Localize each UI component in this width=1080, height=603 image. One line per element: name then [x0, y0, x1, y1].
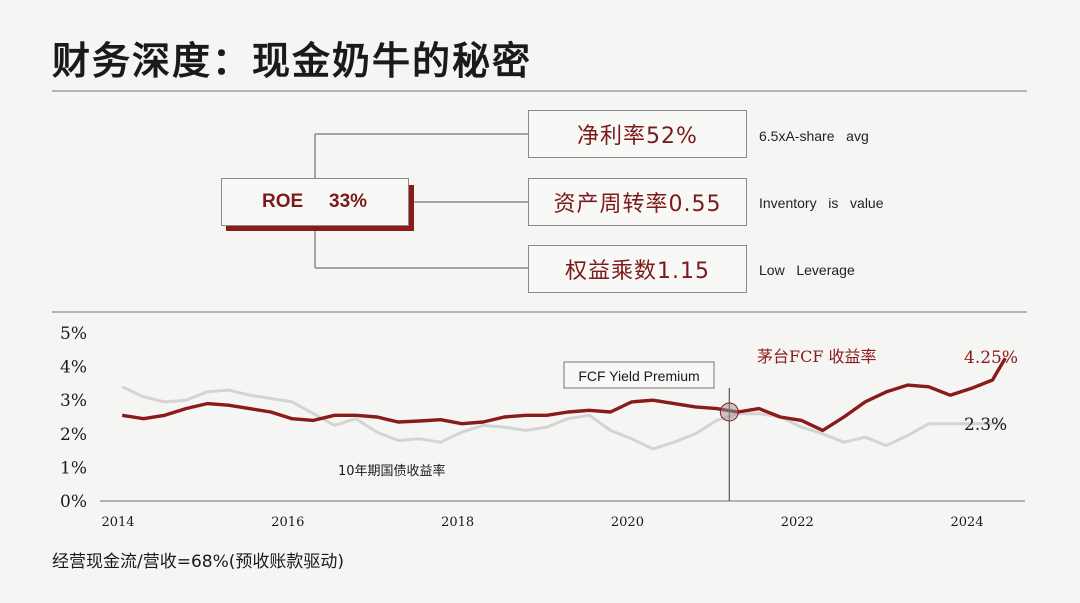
asset-turnover-note: Inventory is value [759, 195, 884, 211]
equity-multiplier-note: Low Leverage [759, 262, 855, 278]
annotation-box [563, 361, 715, 389]
crossover-marker [719, 402, 739, 422]
annotation-label: FCF Yield Premium [578, 368, 699, 384]
fcf-yield-line [121, 357, 1007, 433]
x-tick-label: 2020 [611, 515, 644, 530]
y-tick-label: 5% [60, 324, 87, 344]
y-tick-label: 0% [60, 492, 87, 512]
fcf-end-label: 4.25% [964, 348, 1018, 368]
x-tick-label: 2022 [781, 515, 814, 530]
section-divider [52, 311, 1027, 313]
footer-note: 经营现金流/营收=68%(预收账款驱动) [52, 552, 345, 572]
x-tick-label: 2024 [951, 515, 984, 530]
fcf-series-label: 茅台FCF 收益率 [757, 347, 877, 366]
equity-multiplier-box: 权益乘数1.15 [528, 245, 747, 293]
x-tick-label: 2018 [441, 515, 474, 530]
bond-series-label: 10年期国债收益率 [338, 463, 446, 479]
bond-end-label: 2.3% [964, 415, 1007, 435]
x-tick-label: 2014 [101, 515, 134, 530]
roe-value: 33% [329, 191, 368, 212]
net-margin-box: 净利率52% [528, 110, 747, 158]
y-tick-label: 1% [60, 458, 87, 478]
y-tick-label: 3% [60, 391, 87, 411]
roe-label: ROE [262, 191, 304, 212]
y-tick-label: 2% [60, 425, 87, 445]
asset-turnover-box: 资产周转率0.55 [528, 178, 747, 226]
net-margin-note: 6.5xA-share avg [759, 128, 869, 144]
bond-yield-line [121, 385, 1006, 451]
y-tick-label: 4% [60, 358, 87, 378]
roe-box: ROE 33% [221, 178, 409, 226]
x-tick-label: 2016 [271, 515, 304, 530]
title-divider [52, 90, 1027, 92]
page-title: 财务深度：现金奶牛的秘密 [52, 39, 533, 83]
